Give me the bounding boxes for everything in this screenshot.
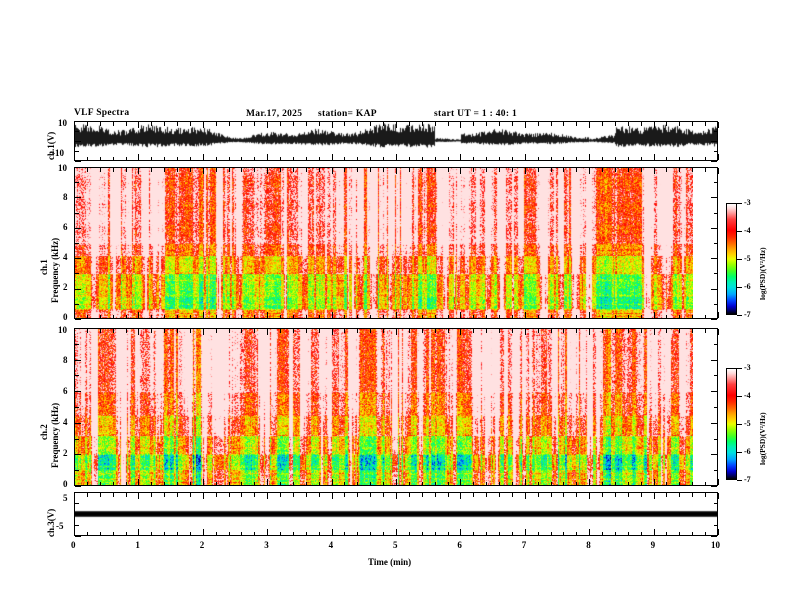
ch1-spec-ytick-6: 6 [63, 222, 68, 232]
colorbar-tick--7: -7 [744, 310, 751, 319]
ch1-spec-channel-label: ch.1 [39, 259, 49, 275]
ch2-spec-axis-label: Frequency (kHz) [50, 402, 60, 468]
ch3-wave-ytick-neg5: -5 [56, 521, 64, 531]
ch2-spec-ytick-6: 6 [63, 386, 68, 396]
colorbar-tick--6: -6 [744, 282, 751, 291]
colorbar-tick--4: -4 [744, 226, 751, 235]
colorbar-ch1 [726, 203, 737, 315]
ch2-spec-ytick-10: 10 [58, 325, 67, 335]
x-tick-label-2: 2 [199, 540, 205, 550]
ch1-spec-axis-label: Frequency (kHz) [50, 237, 60, 303]
ch2-spec-ytick-4: 4 [63, 417, 68, 427]
ch1-spec-ytick-2: 2 [63, 282, 68, 292]
x-tick-label-8: 8 [586, 540, 591, 550]
colorbar-tick--3: -3 [744, 198, 751, 207]
x-tick-label-10: 10 [711, 540, 720, 550]
ch3-wave-axis-label: ch.3(V) [46, 508, 56, 537]
colorbar-tick--5: -5 [744, 419, 751, 428]
ch1-spec-ytick-4: 4 [63, 252, 68, 262]
ch1-waveform-trace [75, 122, 717, 160]
colorbar-tick--4: -4 [744, 391, 751, 400]
ch1-wave-ytick-neg10: -10 [52, 148, 64, 158]
x-tick-label-1: 1 [135, 540, 140, 550]
x-tick-label-3: 3 [264, 540, 269, 550]
plot-title: VLF Spectra [74, 108, 130, 118]
plot-date: Mar.17, 2025 [246, 109, 303, 119]
colorbar-tick--5: -5 [744, 254, 751, 263]
ch1-spectrogram-image [75, 168, 693, 318]
ch2-spectrogram-image [75, 329, 693, 485]
ch1-wave-ytick-10: 10 [58, 118, 67, 128]
x-tick-label-5: 5 [393, 540, 398, 550]
colorbar-tick--3: -3 [744, 363, 751, 372]
colorbar-tick--7: -7 [744, 475, 751, 484]
colorbar-tick--6: -6 [744, 447, 751, 456]
ch1-spec-ytick-8: 8 [63, 192, 68, 202]
x-tick-label-6: 6 [457, 540, 462, 550]
ch2-spec-channel-label: ch.2 [39, 424, 49, 440]
ch2-spec-ytick-8: 8 [63, 355, 68, 365]
station-label: station= KAP [318, 109, 377, 119]
colorbar-ch2 [726, 368, 737, 480]
ch3-wave-ytick-5: 5 [63, 493, 68, 503]
x-tick-label-4: 4 [328, 540, 334, 550]
x-tick-label-7: 7 [521, 540, 527, 550]
ch2-spec-ytick-0: 0 [63, 479, 68, 489]
x-tick-label-0: 0 [71, 540, 76, 550]
colorbar-ch1-label: log(PSD)(V²/Hz) [758, 247, 767, 300]
ch2-spec-ytick-2: 2 [63, 448, 68, 458]
ch1-spec-ytick-10: 10 [58, 163, 67, 173]
x-axis-label: Time (min) [368, 557, 412, 567]
ch1-spec-ytick-0: 0 [63, 312, 68, 322]
colorbar-ch2-label: log(PSD)(V²/Hz) [758, 412, 767, 465]
x-tick-label-9: 9 [650, 540, 656, 550]
start-ut-label: start UT = 1 : 40: 1 [434, 109, 518, 119]
ch1-wave-axis-label: ch.1(V) [46, 131, 56, 160]
ch3-waveform-trace [75, 493, 717, 535]
